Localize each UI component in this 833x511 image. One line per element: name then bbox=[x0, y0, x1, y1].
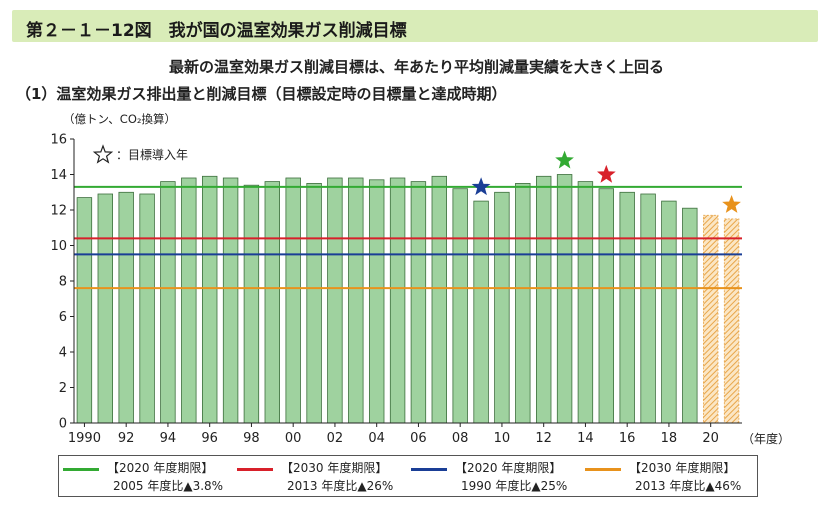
bar-2008 bbox=[452, 188, 468, 424]
bar-2019 bbox=[682, 207, 698, 424]
legend-item-blue: 【2020 年度期限】 1990 年度比▲25% bbox=[407, 456, 579, 496]
x-tick-label: 96 bbox=[201, 431, 218, 446]
y-tick-label: 12 bbox=[50, 204, 67, 219]
x-tick-label: 98 bbox=[243, 431, 260, 446]
star-note: ：目標導入年 bbox=[92, 144, 188, 164]
legend-label-deadline: 【2030 年度期限】 bbox=[281, 461, 388, 475]
legend-label-reduction: 2005 年度比▲3.8% bbox=[113, 479, 224, 493]
x-tick-label: 00 bbox=[285, 431, 302, 446]
bar-2009 bbox=[473, 200, 489, 424]
x-tick-label: 20 bbox=[702, 431, 719, 446]
legend-swatch-orange bbox=[585, 468, 621, 471]
legend: 【2020 年度期限】 2005 年度比▲3.8% 【2030 年度期限】 20… bbox=[58, 455, 758, 497]
legend-label-reduction: 1990 年度比▲25% bbox=[461, 479, 568, 493]
x-tick-label: 12 bbox=[535, 431, 552, 446]
bar-1992 bbox=[118, 191, 134, 424]
bar-2003 bbox=[348, 177, 364, 424]
x-tick-label: 16 bbox=[619, 431, 636, 446]
bar-2006 bbox=[410, 181, 427, 424]
x-tick-label: 14 bbox=[577, 431, 594, 446]
bar-2012 bbox=[536, 175, 552, 424]
bar-1997 bbox=[222, 177, 239, 424]
bar-1999 bbox=[264, 181, 281, 424]
legend-item-red: 【2030 年度期限】 2013 年度比▲26% bbox=[233, 456, 405, 496]
bar-2017 bbox=[640, 193, 656, 424]
y-tick-label: 2 bbox=[59, 381, 67, 396]
x-axis-label: （年度） bbox=[742, 431, 790, 446]
chart-subtitle: 最新の温室効果ガス削減目標は、年あたり平均削減量実績を大きく上回る bbox=[168, 58, 664, 76]
bar-2011 bbox=[515, 182, 531, 424]
x-tick-label: 18 bbox=[661, 431, 678, 446]
bar-2007 bbox=[431, 175, 448, 424]
bar-2005 bbox=[389, 177, 406, 424]
legend-swatch-green bbox=[63, 468, 99, 471]
star-marker-2015 bbox=[597, 164, 616, 183]
bar-1990 bbox=[76, 197, 93, 424]
bar-2014 bbox=[577, 181, 594, 424]
x-tick-label: 1990 bbox=[68, 431, 101, 446]
bar-1994 bbox=[160, 181, 176, 424]
y-tick-label: 10 bbox=[50, 239, 67, 254]
legend-swatch-red bbox=[237, 468, 273, 471]
x-tick-label: 04 bbox=[368, 431, 385, 446]
y-axis-label: （億トン、CO₂換算） bbox=[63, 112, 176, 126]
y-tick-label: 0 bbox=[59, 417, 67, 432]
bar-2020 bbox=[703, 214, 719, 424]
bar-2013 bbox=[556, 174, 573, 424]
x-tick-label: 10 bbox=[494, 431, 511, 446]
star-outline-icon bbox=[92, 144, 114, 164]
x-tick-label: 92 bbox=[118, 431, 135, 446]
figure-title-bar: 第２－１－12図 我が国の温室効果ガス削減目標 bbox=[12, 10, 818, 42]
bar-2018 bbox=[661, 200, 677, 424]
x-tick-label: 08 bbox=[452, 431, 469, 446]
bar-2021 bbox=[723, 218, 740, 424]
bar-2015 bbox=[598, 188, 615, 424]
y-tick-label: 16 bbox=[50, 133, 67, 148]
x-tick-label: 94 bbox=[160, 431, 177, 446]
star-marker-2013 bbox=[555, 150, 574, 169]
bar-1995 bbox=[181, 177, 197, 424]
star-note-label: ：目標導入年 bbox=[116, 148, 188, 162]
chart-section-title: （1）温室効果ガス排出量と削減目標（目標設定時の目標量と達成時期） bbox=[16, 85, 507, 103]
legend-label-deadline: 【2030 年度期限】 bbox=[629, 461, 736, 475]
figure-title: 第２－１－12図 我が国の温室効果ガス削減目標 bbox=[26, 21, 407, 41]
legend-label-reduction: 2013 年度比▲26% bbox=[287, 479, 394, 493]
bar-2002 bbox=[327, 177, 343, 424]
bar-1993 bbox=[139, 193, 155, 424]
legend-item-green: 【2020 年度期限】 2005 年度比▲3.8% bbox=[59, 456, 231, 496]
star-marker-2021 bbox=[722, 195, 741, 213]
y-tick-label: 4 bbox=[59, 346, 67, 361]
legend-label-deadline: 【2020 年度期限】 bbox=[107, 461, 214, 475]
bar-1996 bbox=[201, 175, 218, 424]
x-tick-label: 06 bbox=[410, 431, 427, 446]
star-marker-2009 bbox=[471, 177, 491, 196]
bar-2001 bbox=[306, 182, 322, 424]
legend-swatch-blue bbox=[411, 468, 447, 471]
legend-label-deadline: 【2020 年度期限】 bbox=[455, 461, 562, 475]
bar-2016 bbox=[619, 191, 635, 424]
bar-1991 bbox=[97, 193, 114, 424]
y-tick-label: 14 bbox=[50, 168, 67, 183]
y-tick-label: 8 bbox=[59, 275, 67, 290]
bar-2010 bbox=[494, 191, 510, 424]
y-tick-label: 6 bbox=[59, 310, 67, 325]
bar-2004 bbox=[368, 179, 385, 424]
legend-label-reduction: 2013 年度比▲46% bbox=[635, 479, 742, 493]
bar-1998 bbox=[243, 184, 260, 424]
legend-item-orange: 【2030 年度期限】 2013 年度比▲46% bbox=[581, 456, 753, 496]
x-tick-label: 02 bbox=[327, 431, 344, 446]
bar-2000 bbox=[285, 177, 301, 424]
